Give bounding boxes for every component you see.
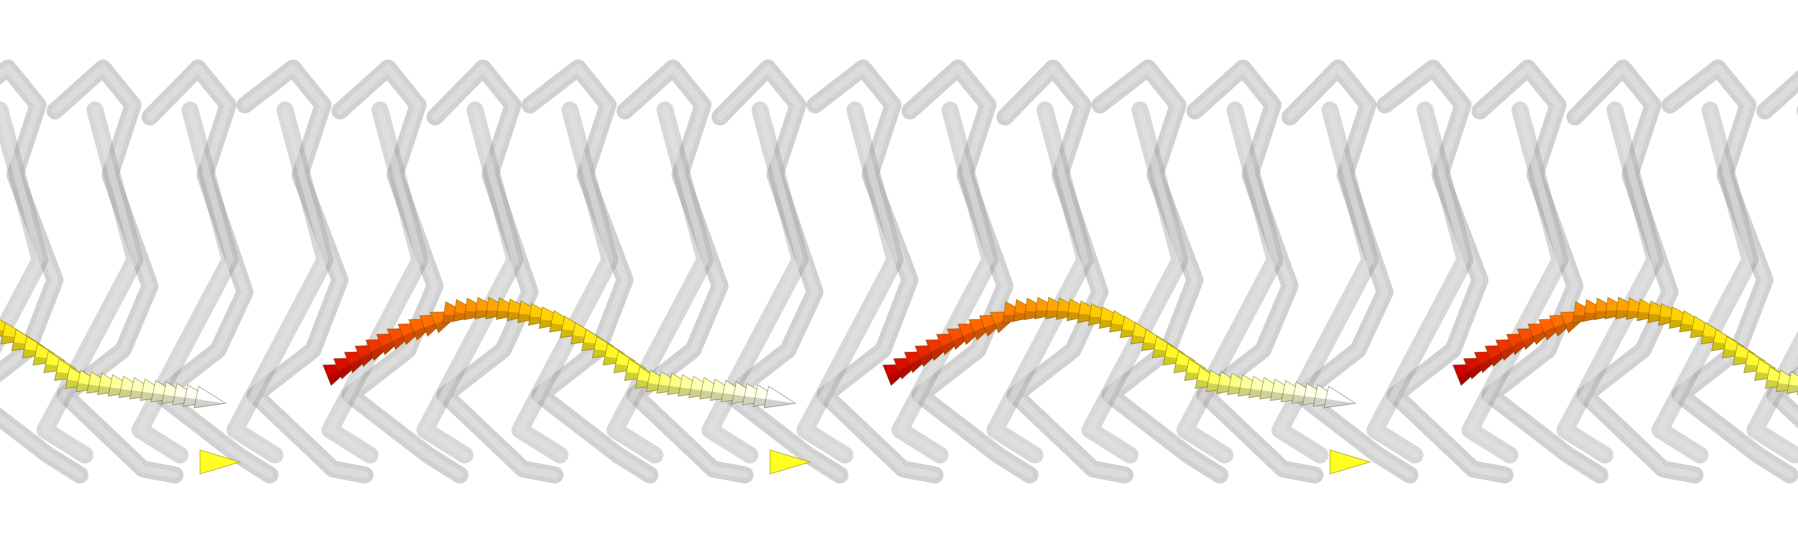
backbone-strand bbox=[1081, 101, 1189, 464]
backbone-strand-highlight bbox=[621, 64, 749, 479]
backbone-strand-highlight bbox=[231, 106, 329, 459]
backbone-strand-highlight bbox=[1381, 64, 1509, 479]
backbone-strand-highlight bbox=[1181, 106, 1279, 459]
backbone-strand-highlight bbox=[1086, 106, 1184, 459]
cone-arrow-icon bbox=[1786, 370, 1798, 394]
backbone-strand bbox=[1651, 101, 1759, 464]
backbone-strand-highlight bbox=[526, 64, 654, 479]
backbone-strand-highlight bbox=[1666, 64, 1794, 479]
backbone-strands bbox=[0, 59, 1798, 484]
backbone-strand bbox=[1746, 105, 1798, 464]
backbone-strand-highlight bbox=[1096, 64, 1224, 479]
backbone-strand bbox=[606, 101, 714, 464]
backbone-strand-highlight bbox=[516, 106, 614, 459]
backbone-strand bbox=[796, 101, 904, 464]
cone-arrow-tip-icon bbox=[1329, 449, 1372, 475]
backbone-strand-highlight bbox=[1371, 106, 1469, 459]
backbone-strand bbox=[131, 101, 239, 464]
backbone-strand bbox=[0, 101, 49, 354]
backbone-strand bbox=[1176, 101, 1284, 464]
backbone-strand-highlight bbox=[146, 64, 274, 479]
backbone-strand-highlight bbox=[1276, 106, 1374, 459]
backbone-strand-highlight bbox=[421, 106, 519, 459]
backbone-strand bbox=[1271, 101, 1379, 464]
backbone-strand-highlight bbox=[1571, 64, 1699, 479]
backbone-strand-highlight bbox=[1561, 106, 1659, 459]
backbone-strand-highlight bbox=[1001, 64, 1129, 479]
backbone-strand-highlight bbox=[1751, 341, 1798, 459]
backbone-strand bbox=[701, 101, 809, 464]
backbone-strand-highlight bbox=[1476, 64, 1604, 479]
cone-arrow-icon bbox=[1323, 385, 1358, 409]
backbone-strand-highlight bbox=[1191, 64, 1319, 479]
backbone-strand-highlight bbox=[336, 64, 464, 479]
backbone-strand-highlight bbox=[611, 106, 709, 459]
backbone-strand-highlight bbox=[136, 106, 234, 459]
backbone-strand-highlight bbox=[811, 64, 939, 479]
cone-arrow-icon bbox=[763, 385, 798, 409]
cone-arrow-tip-icon bbox=[769, 449, 812, 475]
backbone-strand bbox=[416, 101, 524, 464]
backbone-strand-highlight bbox=[1286, 64, 1414, 479]
backbone-strand-highlight bbox=[431, 64, 559, 479]
backbone-strand bbox=[226, 101, 334, 464]
cone-arrow-icon bbox=[193, 385, 228, 409]
backbone-strand-highlight bbox=[0, 64, 84, 479]
backbone-strand bbox=[1366, 101, 1474, 464]
backbone-strand-highlight bbox=[0, 106, 44, 344]
backbone-strand-highlight bbox=[241, 64, 369, 479]
backbone-strand-highlight bbox=[801, 106, 899, 459]
backbone-strand-highlight bbox=[991, 106, 1089, 459]
backbone-strand-highlight bbox=[51, 64, 179, 479]
backbone-strand-highlight bbox=[716, 64, 844, 479]
cone-arrow-tip-icon bbox=[199, 449, 242, 475]
backbone-strand bbox=[1556, 101, 1664, 464]
backbone-strand-highlight bbox=[706, 106, 804, 459]
backbone-strand-highlight bbox=[1656, 106, 1754, 459]
backbone-strand bbox=[986, 101, 1094, 464]
backbone-strand-highlight bbox=[41, 106, 139, 459]
backbone-strand-highlight bbox=[906, 64, 1034, 479]
backbone-strand bbox=[511, 101, 619, 464]
vector-arrow-ribbon bbox=[0, 296, 1798, 475]
backbone-strand bbox=[36, 101, 144, 464]
